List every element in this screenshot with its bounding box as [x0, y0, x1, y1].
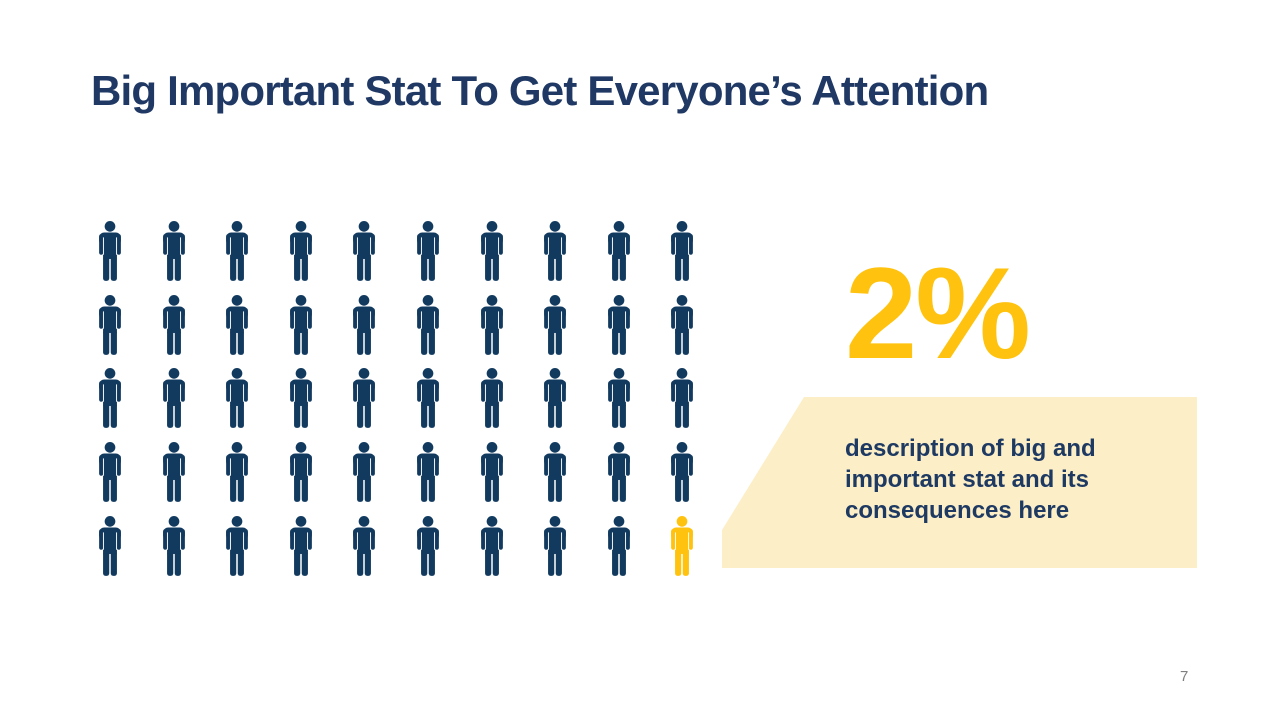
person-icon — [417, 515, 439, 576]
person-icon — [162, 515, 185, 576]
person-icon — [417, 294, 439, 355]
person-icon — [480, 294, 503, 355]
person-icon — [544, 442, 567, 502]
person-icon — [162, 294, 185, 355]
person-icon — [289, 515, 312, 576]
person-icon — [417, 221, 439, 281]
person-icon — [480, 515, 503, 576]
page-number: 7 — [1180, 668, 1189, 685]
person-icon — [226, 368, 249, 429]
person-icon — [99, 294, 121, 355]
stat-callout: description of big and important stat an… — [722, 397, 1197, 568]
person-icon — [607, 294, 630, 355]
stat-description-line-3: consequences here — [845, 497, 1070, 524]
person-icon — [289, 442, 312, 502]
person-icon — [480, 368, 503, 429]
person-icon — [544, 294, 567, 355]
person-icon — [99, 442, 121, 502]
person-icon — [607, 368, 630, 429]
person-icon — [417, 442, 439, 502]
person-icon — [417, 368, 439, 429]
stat-description: description of big and important stat an… — [845, 433, 1096, 526]
person-icon — [226, 515, 249, 576]
stat-description-line-1: description of big and — [845, 435, 1096, 462]
person-icon — [99, 221, 121, 281]
person-icon — [99, 515, 121, 576]
person-icon — [607, 221, 630, 281]
person-icon — [162, 221, 185, 281]
person-icon — [607, 515, 630, 576]
person-icon — [353, 442, 376, 502]
person-icon — [544, 221, 567, 281]
person-icon — [671, 368, 694, 429]
person-icon — [671, 442, 694, 502]
person-icon — [544, 515, 567, 576]
person-icon — [99, 368, 121, 429]
stat-value: 2% — [845, 240, 1031, 386]
person-icon-highlighted — [671, 515, 694, 576]
person-icon — [353, 221, 376, 281]
person-icon — [289, 294, 312, 355]
slide-title: Big Important Stat To Get Everyone’s Att… — [91, 67, 989, 115]
person-icon — [353, 368, 376, 429]
person-icon — [162, 442, 185, 502]
person-icon — [671, 294, 694, 355]
person-icon — [353, 294, 376, 355]
person-icon — [607, 442, 630, 502]
person-icon — [162, 368, 185, 429]
person-icon — [353, 515, 376, 576]
person-icon — [226, 442, 249, 502]
person-icon — [289, 221, 312, 281]
person-icon — [544, 368, 567, 429]
person-icon — [480, 442, 503, 502]
person-icon — [289, 368, 312, 429]
pictogram-grid — [93, 221, 699, 576]
stat-description-line-2: important stat and its — [845, 466, 1090, 493]
person-icon — [480, 221, 503, 281]
person-icon — [671, 221, 694, 281]
person-icon — [226, 294, 249, 355]
person-icon — [226, 221, 249, 281]
